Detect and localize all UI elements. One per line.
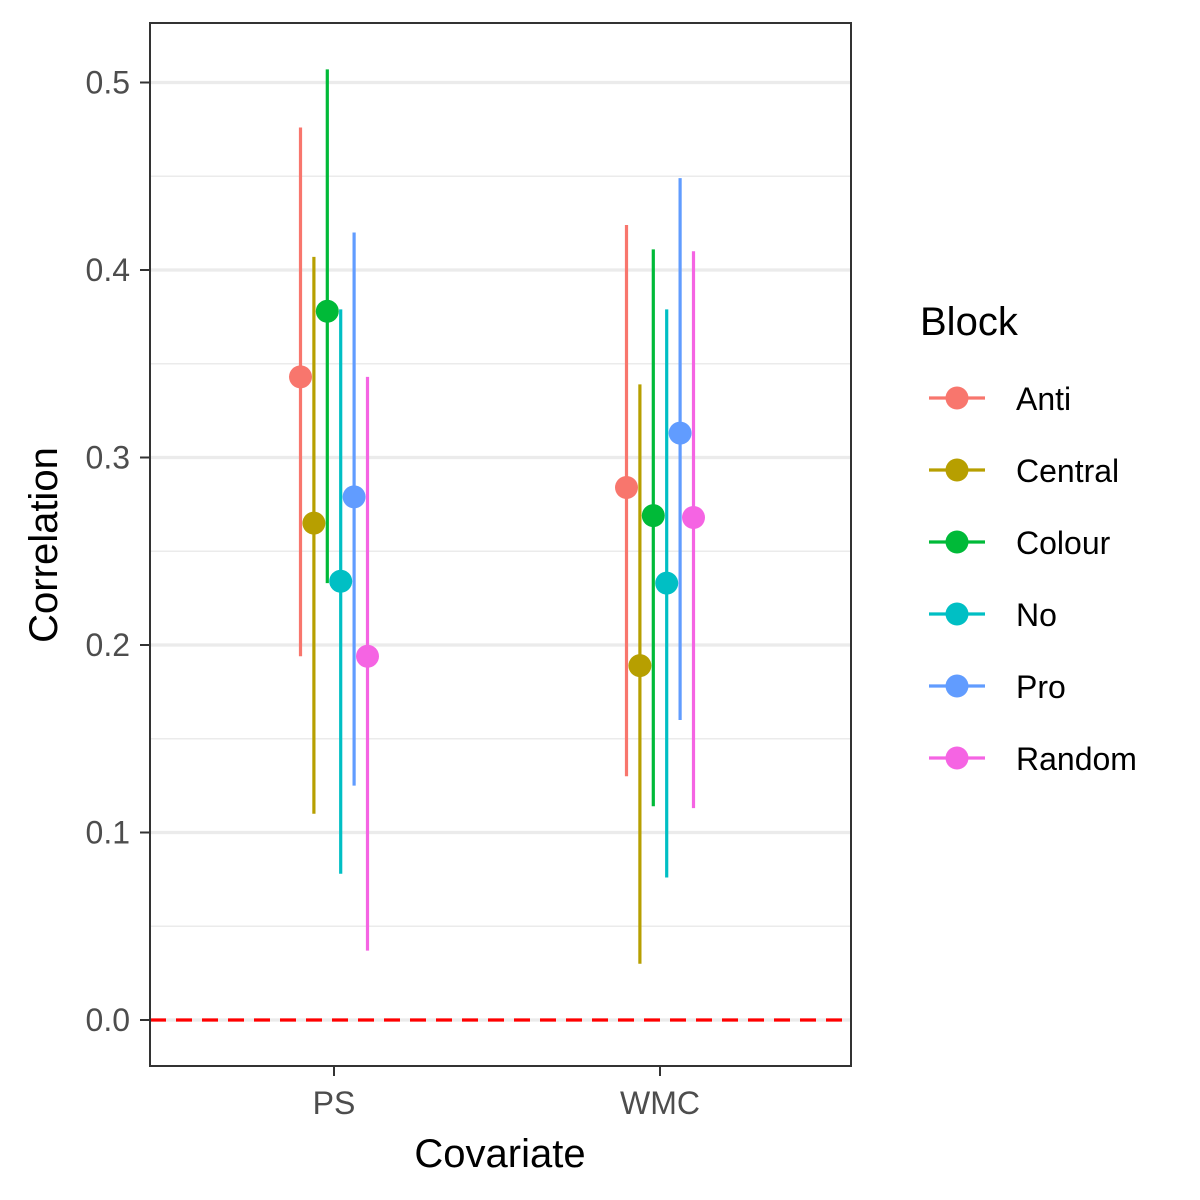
x-axis-title: Covariate [414,1132,585,1176]
legend-label: Central [1016,453,1119,489]
y-tick-label: 0.2 [86,627,130,663]
y-tick-label: 0.4 [86,252,130,288]
data-point [302,511,326,535]
series-central [302,256,652,964]
grid-lines [150,80,851,1022]
legend-item-pro: Pro [929,669,1066,705]
legend-key-point [945,674,969,698]
legend-title: Block [920,300,1019,344]
legend-label: No [1016,597,1057,633]
series-group [289,69,705,964]
series-pro [342,178,692,786]
data-point [342,485,366,509]
x-tick-label: PS [313,1085,356,1121]
legend-key-point [945,746,969,770]
legend-label: Pro [1016,669,1066,705]
y-tick-label: 0.1 [86,815,130,851]
data-point [682,506,705,529]
data-point [356,644,379,668]
legend-label: Random [1016,741,1137,777]
legend-key-point [945,530,969,554]
plot-panel-border [149,22,852,1067]
data-point [655,571,679,595]
legend-item-anti: Anti [929,381,1071,417]
series-anti [289,127,638,777]
legend-key-point [945,458,969,482]
data-point [289,365,312,389]
data-point [615,476,638,499]
legend-item-central: Central [929,453,1119,489]
series-random [356,251,705,951]
data-point [641,504,665,528]
data-point [628,654,652,678]
x-tick-label: WMC [620,1085,700,1121]
series-no [329,309,679,878]
legend-item-colour: Colour [929,525,1111,561]
legend-label: Anti [1016,381,1071,417]
data-point [329,569,353,593]
legend-item-random: Random [929,741,1137,777]
series-colour [315,69,665,807]
y-tick-label: 0.0 [86,1002,130,1038]
data-point [668,421,692,445]
y-axis-title: Correlation [22,447,66,643]
y-axis: 0.0 0.1 0.2 0.3 0.4 0.5 [86,65,150,1038]
legend: Block Anti Central Colour No Pro Random [920,300,1137,777]
y-tick-label: 0.5 [86,65,130,101]
legend-item-no: No [929,597,1057,633]
legend-label: Colour [1016,525,1111,561]
x-axis: PS WMC [313,1066,700,1121]
y-tick-label: 0.3 [86,440,130,476]
data-point [315,299,339,323]
legend-key-point [945,386,969,410]
legend-key-point [945,602,969,626]
